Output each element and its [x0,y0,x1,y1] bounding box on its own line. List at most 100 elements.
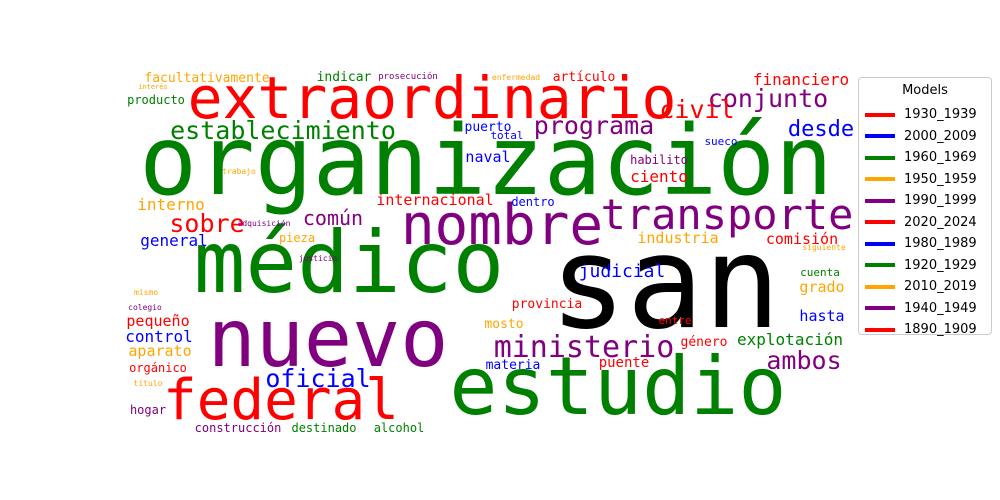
legend-label: 1980_1989 [904,236,977,252]
legend-swatch [865,198,895,203]
word-34: facultativamente [144,71,269,86]
word-61: justicia [299,254,338,263]
word-29: pequeño [126,312,189,330]
legend-label: 1990_1999 [904,193,977,209]
legend-item: 1950_1959 [865,169,985,191]
legend-label: 2000_2009 [904,128,977,144]
legend-item: 1940_1949 [865,298,985,320]
legend-items: 1930_1939 2000_2009 1960_1969 1950_1959 1990… [865,104,985,341]
word-9: establecimiento [170,116,396,145]
legend-swatch [865,306,895,311]
word-49: construcción [195,421,282,435]
word-63: mismo [134,288,158,297]
word-14: oficial [265,364,370,393]
word-3: estudio [449,340,786,433]
word-15: desde [788,117,854,142]
legend-swatch [865,220,895,225]
word-12: ministerio [494,330,675,365]
word-30: control [125,327,192,346]
word-65: título [134,379,163,388]
word-54: total [490,129,523,142]
legend-label: 2020_2024 [904,214,977,230]
word-52: entre [658,314,691,327]
word-45: pieza [279,231,315,245]
word-37: puerto [465,120,512,135]
word-50: destinado [291,421,356,435]
word-5: extraordinario [188,64,677,132]
word-47: orgánico [129,361,187,375]
word-33: hasta [799,307,844,325]
word-43: producto [127,93,185,107]
legend-swatch [865,134,895,139]
word-4: nuevo [208,292,449,385]
word-41: provincia [512,297,582,312]
word-8: federal [163,368,399,433]
legend-swatch [865,327,895,332]
word-40: materia [486,358,541,373]
word-26: ciento [630,167,688,186]
word-21: explotación [737,330,843,349]
legend-swatch [865,112,895,117]
word-35: indicar [317,70,372,85]
word-42: mosto [484,317,523,332]
legend: Models 1930_1939 2000_2009 1960_1969 1950_1… [858,77,992,337]
legend-swatch [865,155,895,160]
legend-label: 1960_1969 [904,150,977,166]
word-11: conjunto [708,84,828,113]
word-2: médico [194,213,505,313]
word-22: internacional [376,191,493,209]
legend-item: 1930_1939 [865,104,985,126]
word-32: grado [799,278,844,296]
word-24: general [140,231,207,250]
legend-item: 2020_2024 [865,212,985,234]
word-18: común [303,206,363,230]
word-20: judicial [579,261,666,282]
word-13: civil [659,95,734,124]
word-46: habilito [630,153,688,167]
legend-label: 1940_1949 [904,300,977,316]
word-39: puente [599,355,650,371]
word-55: sueco [704,135,737,148]
legend-item: 2010_2019 [865,276,985,298]
legend-item: 1990_1999 [865,190,985,212]
word-57: enfermedad [492,73,540,82]
word-64: colegio [128,303,162,312]
word-7: transporte [601,190,854,239]
word-10: programa [534,111,654,140]
word-48: hogar [130,403,166,417]
legend-item: 1920_1929 [865,255,985,277]
word-53: cuenta [800,266,840,279]
legend-swatch [865,263,895,268]
legend-swatch [865,241,895,246]
word-0: san [549,209,780,358]
legend-item: 1980_1989 [865,233,985,255]
legend-swatch [865,177,895,182]
word-31: aparato [128,342,191,360]
legend-item: 2000_2009 [865,126,985,148]
legend-title: Models [902,83,948,98]
legend-label: 1920_1929 [904,257,977,273]
word-56: prosecución [378,71,438,82]
word-17: ambos [766,346,841,375]
word-25: industria [637,229,718,247]
legend-item: 1890_1909 [865,319,985,341]
word-62: siguiente [802,243,846,252]
word-19: financiero [753,70,849,89]
word-1: organización [139,105,833,217]
word-38: género [681,335,728,350]
word-16: sobre [169,209,244,238]
legend-label: 2010_2019 [904,279,977,295]
word-36: artículo [553,70,616,85]
legend-label: 1950_1959 [904,171,977,187]
word-60: adquisición [238,218,291,228]
legend-item: 1960_1969 [865,147,985,169]
legend-swatch [865,284,895,289]
word-58: interés [138,83,168,91]
word-27: naval [465,148,510,166]
word-44: dentro [511,195,554,209]
word-59: trabajo [222,167,256,176]
legend-label: 1930_1939 [904,107,977,123]
word-6: nombre [401,193,603,258]
word-51: alcohol [374,421,425,435]
